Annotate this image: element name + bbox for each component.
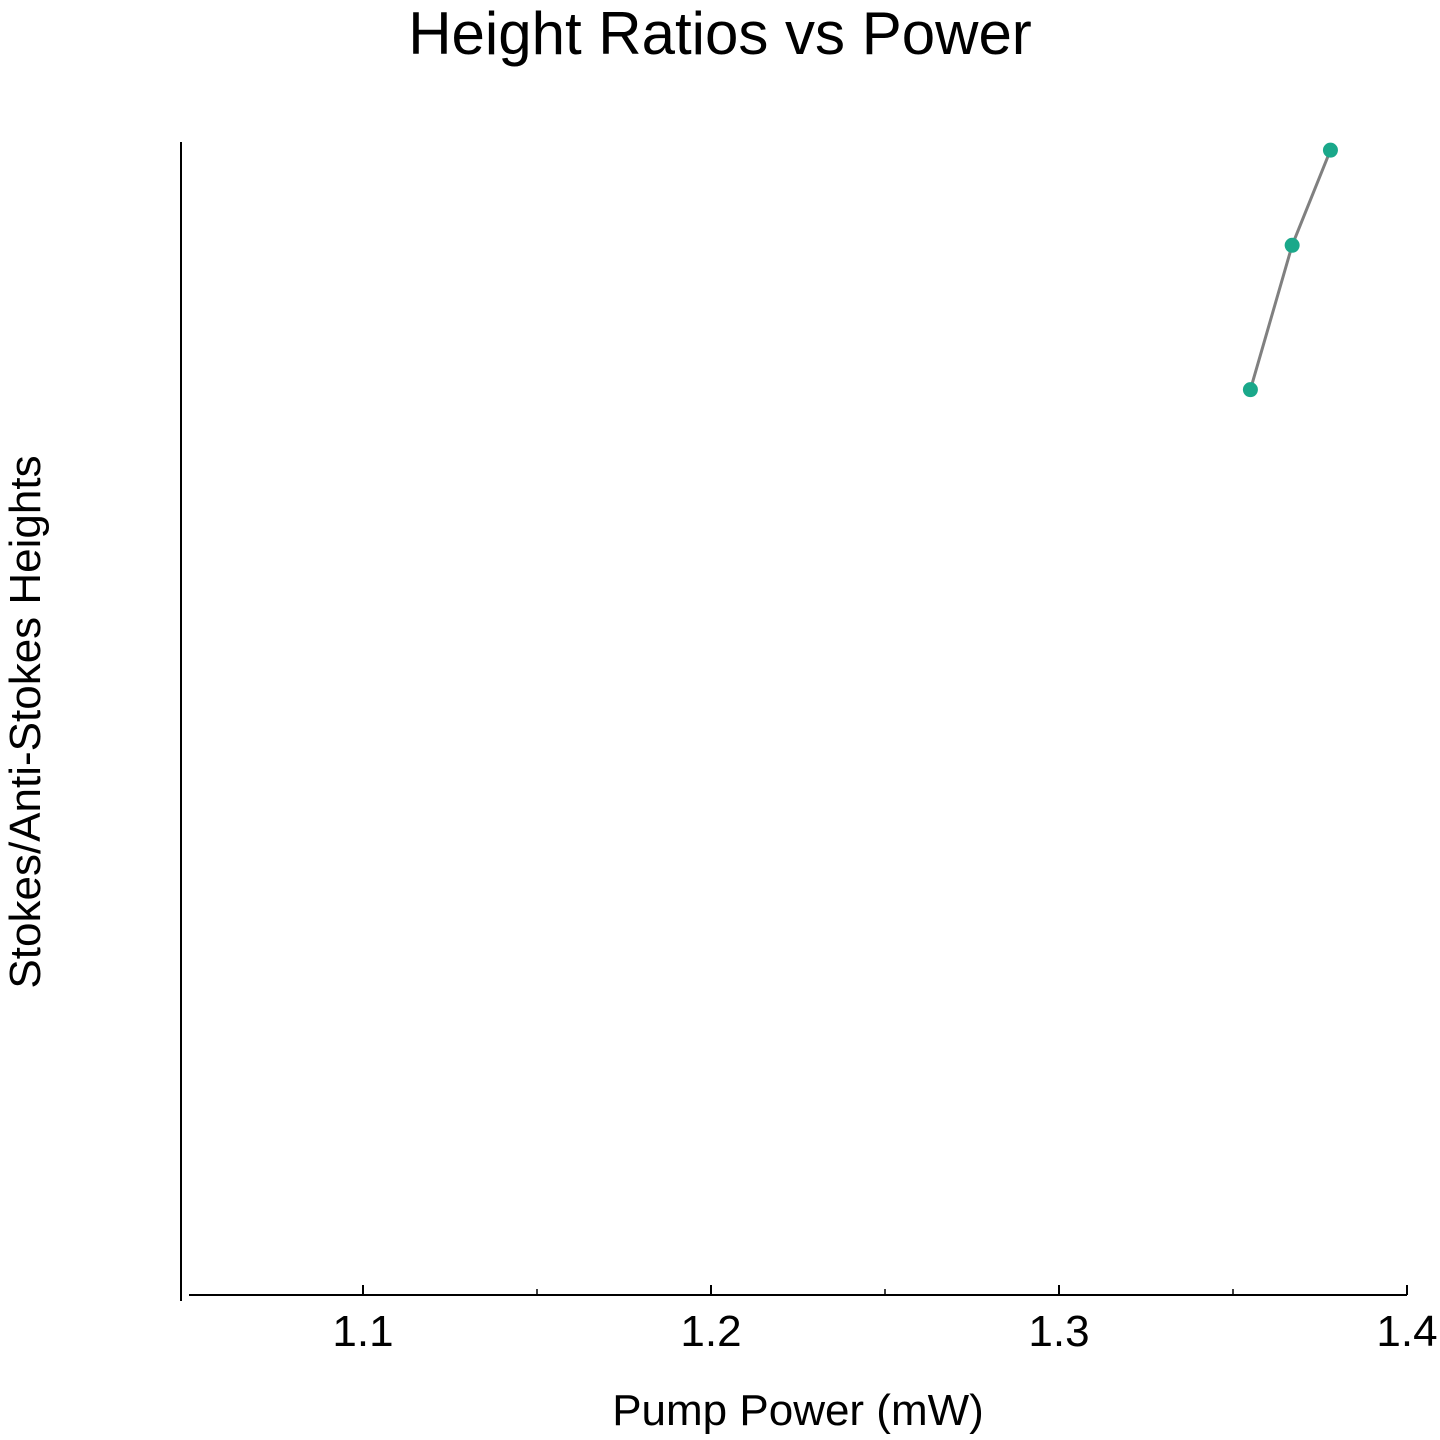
x-tick-label: 1.3 bbox=[1028, 1307, 1089, 1356]
data-point bbox=[1242, 382, 1258, 398]
x-tick-label: 1.2 bbox=[680, 1307, 741, 1356]
x-axis-label: Pump Power (mW) bbox=[612, 1386, 984, 1435]
data-point bbox=[1322, 142, 1338, 158]
x-tick-label: 1.1 bbox=[332, 1307, 393, 1356]
series-line bbox=[1248, 149, 1332, 391]
x-ticks: 1.1 1.2 1.3 1.4 bbox=[332, 1285, 1438, 1356]
data-point bbox=[1284, 237, 1300, 253]
chart-title: Height Ratios vs Power bbox=[408, 0, 1032, 67]
x-tick-label: 1.4 bbox=[1376, 1307, 1437, 1356]
y-axis-label: Stokes/Anti-Stokes Heights bbox=[1, 455, 50, 988]
plot-series bbox=[1242, 142, 1338, 398]
